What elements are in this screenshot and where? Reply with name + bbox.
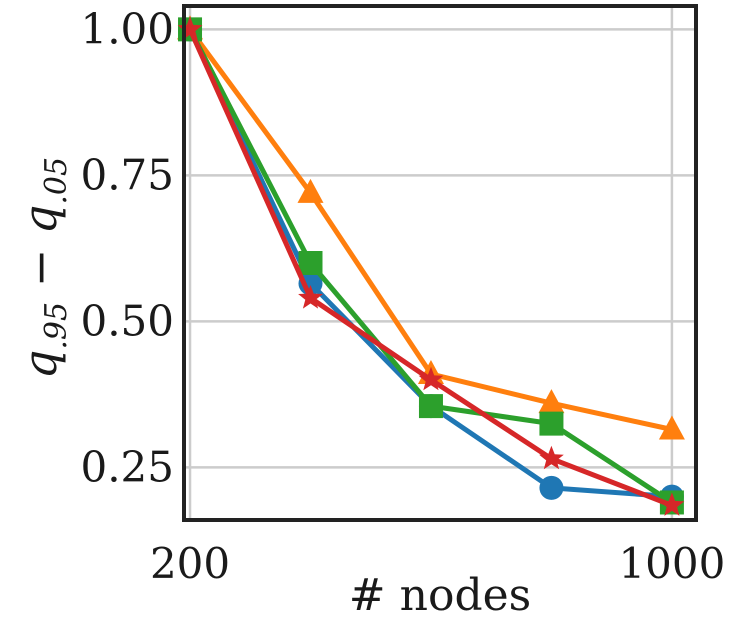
y-label-sub2: .05 [39,157,74,205]
y-axis-label: q.95 − q.05 [13,157,74,379]
data-point-triangle [658,415,685,440]
data-point-square [418,394,443,419]
data-point-square [539,411,564,436]
plot-frame [182,4,698,522]
x-axis-label: # nodes [349,570,531,621]
data-point-star [298,285,323,309]
y-tick-label: 0.50 [80,296,174,345]
x-tick-label: 200 [150,539,230,588]
y-label-q1: q [13,350,67,379]
data-point-triangle [538,389,565,414]
data-point-circle [539,475,564,500]
data-point-star [659,492,685,516]
y-tick-labels: 1.00 0.75 0.50 0.25 [80,4,174,491]
y-tick-label: 1.00 [80,4,174,53]
series-line [187,28,674,505]
grid [184,6,696,520]
x-tick-labels: 200 1000 [150,539,725,588]
y-label-sub1: .95 [39,302,74,350]
data-point-star [177,16,203,40]
series-star [177,16,685,516]
series-square [178,17,684,515]
y-label-minus: − [13,234,67,302]
x-tick-label: 1000 [618,539,725,588]
y-label-q2: q [13,205,67,234]
data-point-star [418,366,444,391]
data-point-square [298,251,323,275]
plot-series [177,15,685,516]
data-point-triangle [297,178,324,203]
series-circle [178,17,684,509]
y-tick-label: 0.25 [80,442,174,491]
series-line [187,28,673,508]
data-point-star [539,445,564,470]
series-line [187,28,673,500]
y-tick-label: 0.75 [80,150,174,199]
